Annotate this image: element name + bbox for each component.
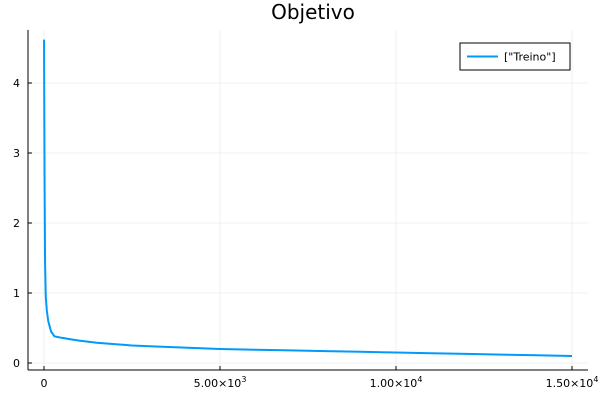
y-tick-label: 1 — [13, 287, 20, 300]
x-tick-label: 1.00×104 — [370, 375, 423, 390]
x-tick-label: 1.50×104 — [546, 375, 599, 390]
tick-labels: 0 5.00×103 1.00×104 1.50×104 0 1 2 3 4 — [13, 77, 598, 390]
series-layer — [43, 39, 573, 357]
legend: ["Treino"] — [459, 42, 571, 71]
series-line — [43, 39, 573, 357]
axes — [27, 30, 588, 371]
y-tick-label: 4 — [13, 77, 20, 90]
legend-label: ["Treino"] — [504, 51, 556, 64]
y-tick-label: 3 — [13, 147, 20, 160]
y-tick-label: 0 — [13, 357, 20, 370]
chart-title: Objetivo — [271, 0, 355, 24]
grid — [28, 30, 588, 370]
y-tick-label: 2 — [13, 217, 20, 230]
x-tick-label: 5.00×103 — [194, 375, 247, 390]
x-tick-label: 0 — [41, 377, 48, 390]
